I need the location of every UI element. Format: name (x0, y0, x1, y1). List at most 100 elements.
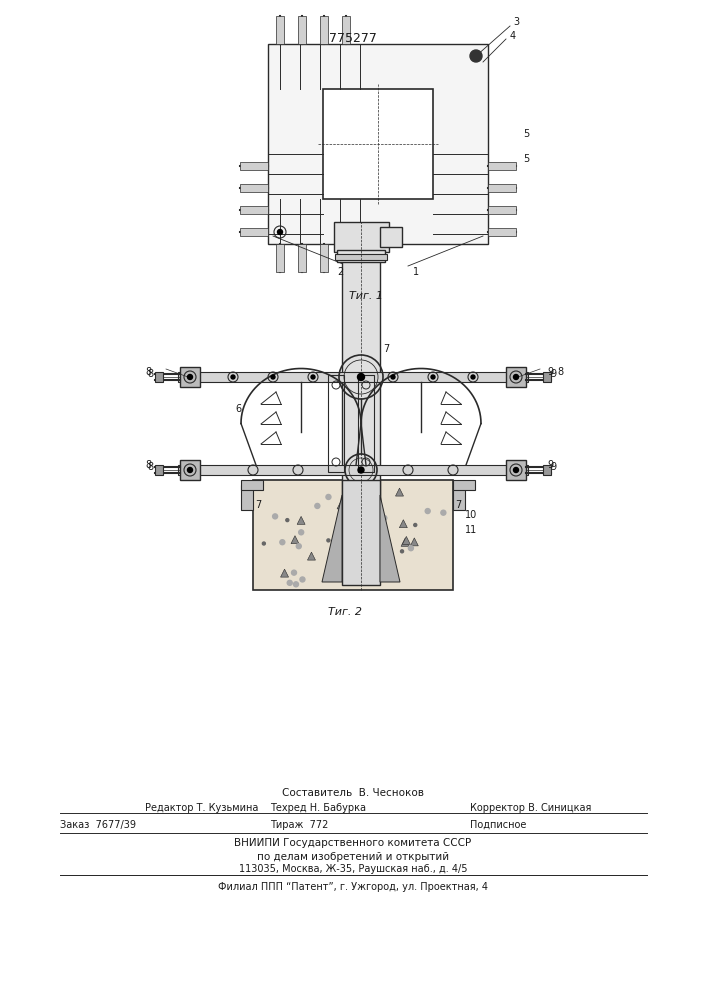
Circle shape (401, 550, 404, 553)
Circle shape (187, 468, 192, 473)
Bar (488, 162, 516, 170)
Text: 113035, Москва, Ж-35, Раушская наб., д. 4/5: 113035, Москва, Ж-35, Раушская наб., д. … (239, 864, 467, 874)
Bar (178, 465, 528, 475)
Bar (180, 367, 200, 387)
Bar (253, 480, 453, 590)
Circle shape (471, 375, 475, 379)
Bar (488, 228, 516, 236)
Circle shape (273, 514, 278, 519)
Text: Тираж  772: Тираж 772 (270, 820, 328, 830)
Text: 8: 8 (147, 369, 153, 379)
Text: 2: 2 (337, 267, 343, 277)
Circle shape (386, 570, 389, 573)
Text: 7: 7 (383, 344, 389, 354)
Polygon shape (399, 520, 407, 528)
Text: 9: 9 (547, 367, 553, 377)
Circle shape (231, 375, 235, 379)
Bar (453, 480, 475, 490)
Polygon shape (401, 538, 409, 546)
Circle shape (431, 375, 435, 379)
Bar (240, 184, 268, 192)
Circle shape (361, 529, 366, 534)
Polygon shape (380, 541, 388, 549)
Polygon shape (322, 495, 342, 582)
Text: 8: 8 (557, 367, 563, 377)
Text: 10: 10 (465, 510, 477, 520)
Bar (241, 485, 253, 510)
Polygon shape (291, 536, 299, 544)
Text: 11: 11 (465, 525, 477, 535)
Bar (380, 227, 402, 247)
Text: 9: 9 (550, 369, 556, 379)
Circle shape (262, 542, 265, 545)
Circle shape (382, 538, 387, 543)
Bar (240, 162, 268, 170)
Circle shape (414, 523, 416, 526)
Text: Филиал ППП “Патент”, г. Ужгород, ул. Проектная, 4: Филиал ППП “Патент”, г. Ужгород, ул. Про… (218, 882, 488, 892)
Bar (240, 228, 268, 236)
Circle shape (327, 539, 330, 542)
Circle shape (441, 510, 446, 515)
Polygon shape (297, 516, 305, 524)
Text: 4: 4 (510, 31, 516, 41)
Bar (334, 222, 389, 252)
Bar (155, 372, 163, 382)
Text: 1: 1 (413, 267, 419, 277)
Circle shape (296, 544, 301, 549)
Bar (543, 372, 551, 382)
Text: Техред Н. Бабурка: Техред Н. Бабурка (270, 803, 366, 813)
Bar (276, 16, 284, 44)
Circle shape (286, 519, 289, 522)
Circle shape (300, 577, 305, 582)
Bar (276, 244, 284, 272)
Bar (180, 460, 200, 480)
Bar (241, 480, 263, 490)
Circle shape (287, 580, 292, 585)
Circle shape (291, 570, 296, 575)
Polygon shape (380, 495, 400, 582)
Circle shape (409, 546, 414, 551)
Bar (358, 375, 374, 472)
Text: Τиг. 2: Τиг. 2 (328, 607, 362, 617)
Circle shape (470, 50, 482, 62)
Circle shape (425, 509, 430, 514)
Circle shape (278, 230, 283, 234)
Text: 5: 5 (523, 129, 529, 139)
Bar (342, 244, 350, 272)
Text: Корректор В. Синицкая: Корректор В. Синицкая (470, 803, 591, 813)
Text: 8: 8 (147, 462, 153, 472)
Text: 8: 8 (145, 460, 151, 470)
Bar (488, 206, 516, 214)
Bar (342, 480, 380, 585)
Circle shape (293, 582, 298, 587)
Bar (342, 252, 380, 540)
Polygon shape (281, 569, 288, 577)
Text: ВНИИПИ Государственного комитета СССР: ВНИИПИ Государственного комитета СССР (235, 838, 472, 848)
Polygon shape (395, 488, 404, 496)
Polygon shape (360, 506, 368, 514)
Circle shape (326, 494, 331, 499)
Circle shape (513, 468, 518, 473)
Polygon shape (410, 538, 419, 546)
Polygon shape (337, 501, 345, 509)
Circle shape (388, 574, 393, 579)
Text: 8: 8 (145, 367, 151, 377)
Polygon shape (402, 536, 410, 544)
Bar (488, 184, 516, 192)
Text: 7: 7 (255, 500, 261, 510)
Text: Заказ  7677/39: Заказ 7677/39 (60, 820, 136, 830)
Polygon shape (308, 552, 315, 560)
Bar (298, 244, 306, 272)
Bar (337, 250, 385, 262)
Circle shape (298, 530, 304, 535)
Circle shape (311, 375, 315, 379)
Bar (320, 244, 328, 272)
Circle shape (391, 375, 395, 379)
Text: 775277: 775277 (329, 31, 377, 44)
Bar (342, 16, 350, 44)
Circle shape (187, 374, 192, 379)
Circle shape (358, 373, 365, 380)
Bar (506, 460, 526, 480)
Bar (240, 206, 268, 214)
Text: по делам изобретений и открытий: по делам изобретений и открытий (257, 852, 449, 862)
